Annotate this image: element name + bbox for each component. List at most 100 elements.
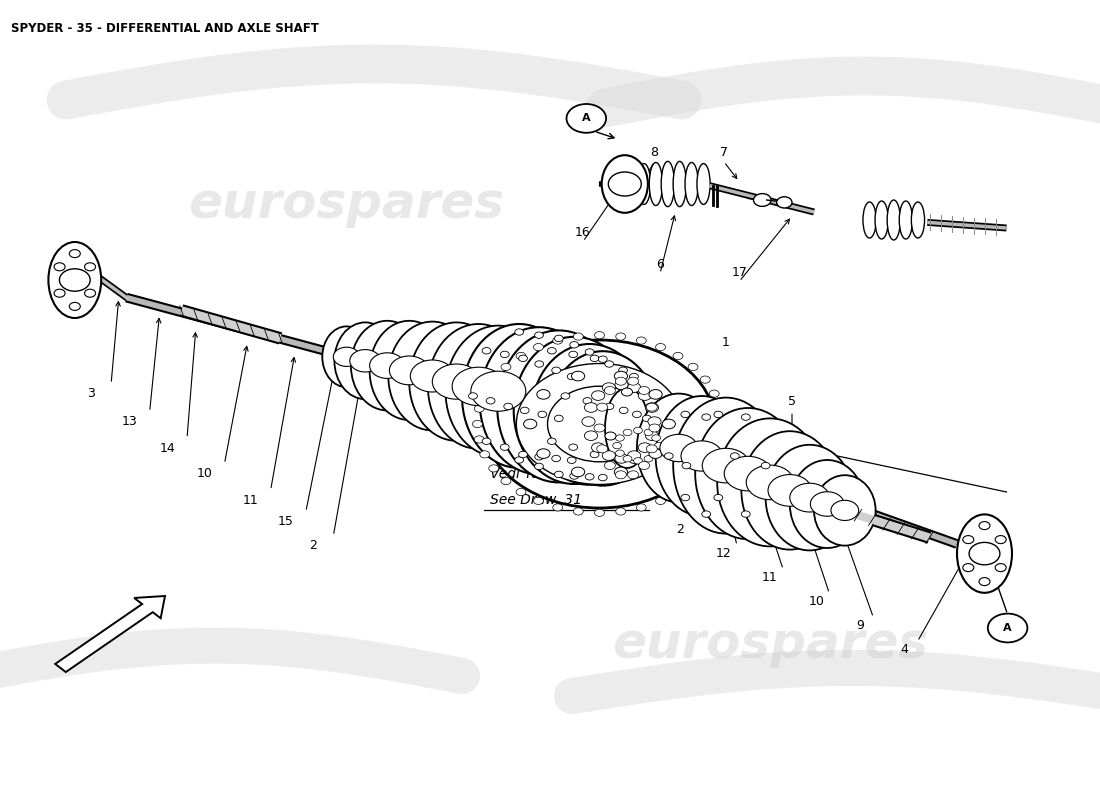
Circle shape <box>605 361 614 367</box>
Circle shape <box>548 386 651 462</box>
Circle shape <box>741 414 750 420</box>
Ellipse shape <box>673 398 779 534</box>
Circle shape <box>714 411 723 418</box>
Circle shape <box>515 457 524 463</box>
Circle shape <box>605 403 614 410</box>
Text: 4: 4 <box>900 643 909 656</box>
Circle shape <box>613 442 621 449</box>
Circle shape <box>618 367 627 374</box>
Circle shape <box>515 329 524 335</box>
Circle shape <box>777 197 792 208</box>
Ellipse shape <box>531 344 648 485</box>
Circle shape <box>628 378 639 386</box>
Ellipse shape <box>462 324 576 468</box>
Circle shape <box>554 471 563 478</box>
Circle shape <box>629 374 638 380</box>
Circle shape <box>548 438 557 445</box>
Ellipse shape <box>446 326 551 457</box>
Circle shape <box>552 455 561 462</box>
Circle shape <box>452 367 505 406</box>
Circle shape <box>592 443 605 453</box>
Circle shape <box>649 449 662 458</box>
Circle shape <box>554 415 563 422</box>
Ellipse shape <box>573 333 583 340</box>
Circle shape <box>662 419 675 429</box>
Circle shape <box>608 172 641 196</box>
Ellipse shape <box>480 450 490 458</box>
Ellipse shape <box>602 155 648 213</box>
Circle shape <box>623 430 631 436</box>
Circle shape <box>568 374 576 380</box>
Circle shape <box>702 414 711 420</box>
Circle shape <box>591 355 600 362</box>
Circle shape <box>962 535 974 544</box>
Circle shape <box>596 387 636 416</box>
Circle shape <box>582 417 595 426</box>
Circle shape <box>616 384 638 400</box>
Ellipse shape <box>862 202 877 238</box>
Circle shape <box>746 465 794 500</box>
Ellipse shape <box>715 405 725 412</box>
Text: eurospares: eurospares <box>188 180 505 228</box>
Circle shape <box>410 360 454 392</box>
Text: A: A <box>1003 623 1012 633</box>
Circle shape <box>615 470 626 478</box>
Circle shape <box>69 302 80 310</box>
Circle shape <box>647 403 658 411</box>
Ellipse shape <box>685 162 698 206</box>
Circle shape <box>638 443 651 453</box>
Circle shape <box>682 462 691 469</box>
Ellipse shape <box>370 321 449 420</box>
Circle shape <box>614 371 627 381</box>
Circle shape <box>585 474 594 480</box>
Circle shape <box>790 483 829 512</box>
Circle shape <box>518 451 527 458</box>
Ellipse shape <box>322 326 371 387</box>
Circle shape <box>616 450 625 456</box>
Ellipse shape <box>488 465 498 472</box>
Circle shape <box>592 390 605 400</box>
Circle shape <box>730 453 739 459</box>
Circle shape <box>642 415 651 422</box>
Circle shape <box>469 393 477 399</box>
Text: 11: 11 <box>762 571 778 584</box>
Circle shape <box>639 462 650 470</box>
Text: 2: 2 <box>675 523 684 536</box>
Text: 15: 15 <box>278 515 294 528</box>
Circle shape <box>996 535 1006 544</box>
Circle shape <box>603 450 616 460</box>
Circle shape <box>811 492 844 516</box>
Circle shape <box>649 390 662 399</box>
Circle shape <box>724 456 772 491</box>
Ellipse shape <box>717 418 823 546</box>
Circle shape <box>623 455 631 462</box>
Circle shape <box>702 448 750 483</box>
Circle shape <box>610 426 665 466</box>
Text: SPYDER - 35 - DIFFERENTIAL AND AXLE SHAFT: SPYDER - 35 - DIFFERENTIAL AND AXLE SHAF… <box>11 22 319 35</box>
Circle shape <box>988 614 1027 642</box>
Ellipse shape <box>701 376 711 383</box>
Circle shape <box>651 450 660 456</box>
Text: 9: 9 <box>856 619 865 632</box>
Circle shape <box>604 462 615 470</box>
Circle shape <box>569 351 578 358</box>
Text: A: A <box>582 114 591 123</box>
Ellipse shape <box>514 337 635 484</box>
Circle shape <box>350 350 381 372</box>
Ellipse shape <box>473 421 482 427</box>
Circle shape <box>616 434 625 442</box>
Text: 5: 5 <box>788 395 796 408</box>
Ellipse shape <box>656 343 666 350</box>
Circle shape <box>566 104 606 133</box>
Circle shape <box>85 263 96 270</box>
Circle shape <box>548 347 557 354</box>
Ellipse shape <box>573 508 583 515</box>
Circle shape <box>603 383 616 393</box>
Circle shape <box>518 355 527 362</box>
FancyArrow shape <box>55 596 165 672</box>
Circle shape <box>85 290 96 298</box>
Ellipse shape <box>957 514 1012 593</box>
Circle shape <box>535 361 543 367</box>
Circle shape <box>605 454 614 460</box>
Text: 8: 8 <box>650 146 659 158</box>
